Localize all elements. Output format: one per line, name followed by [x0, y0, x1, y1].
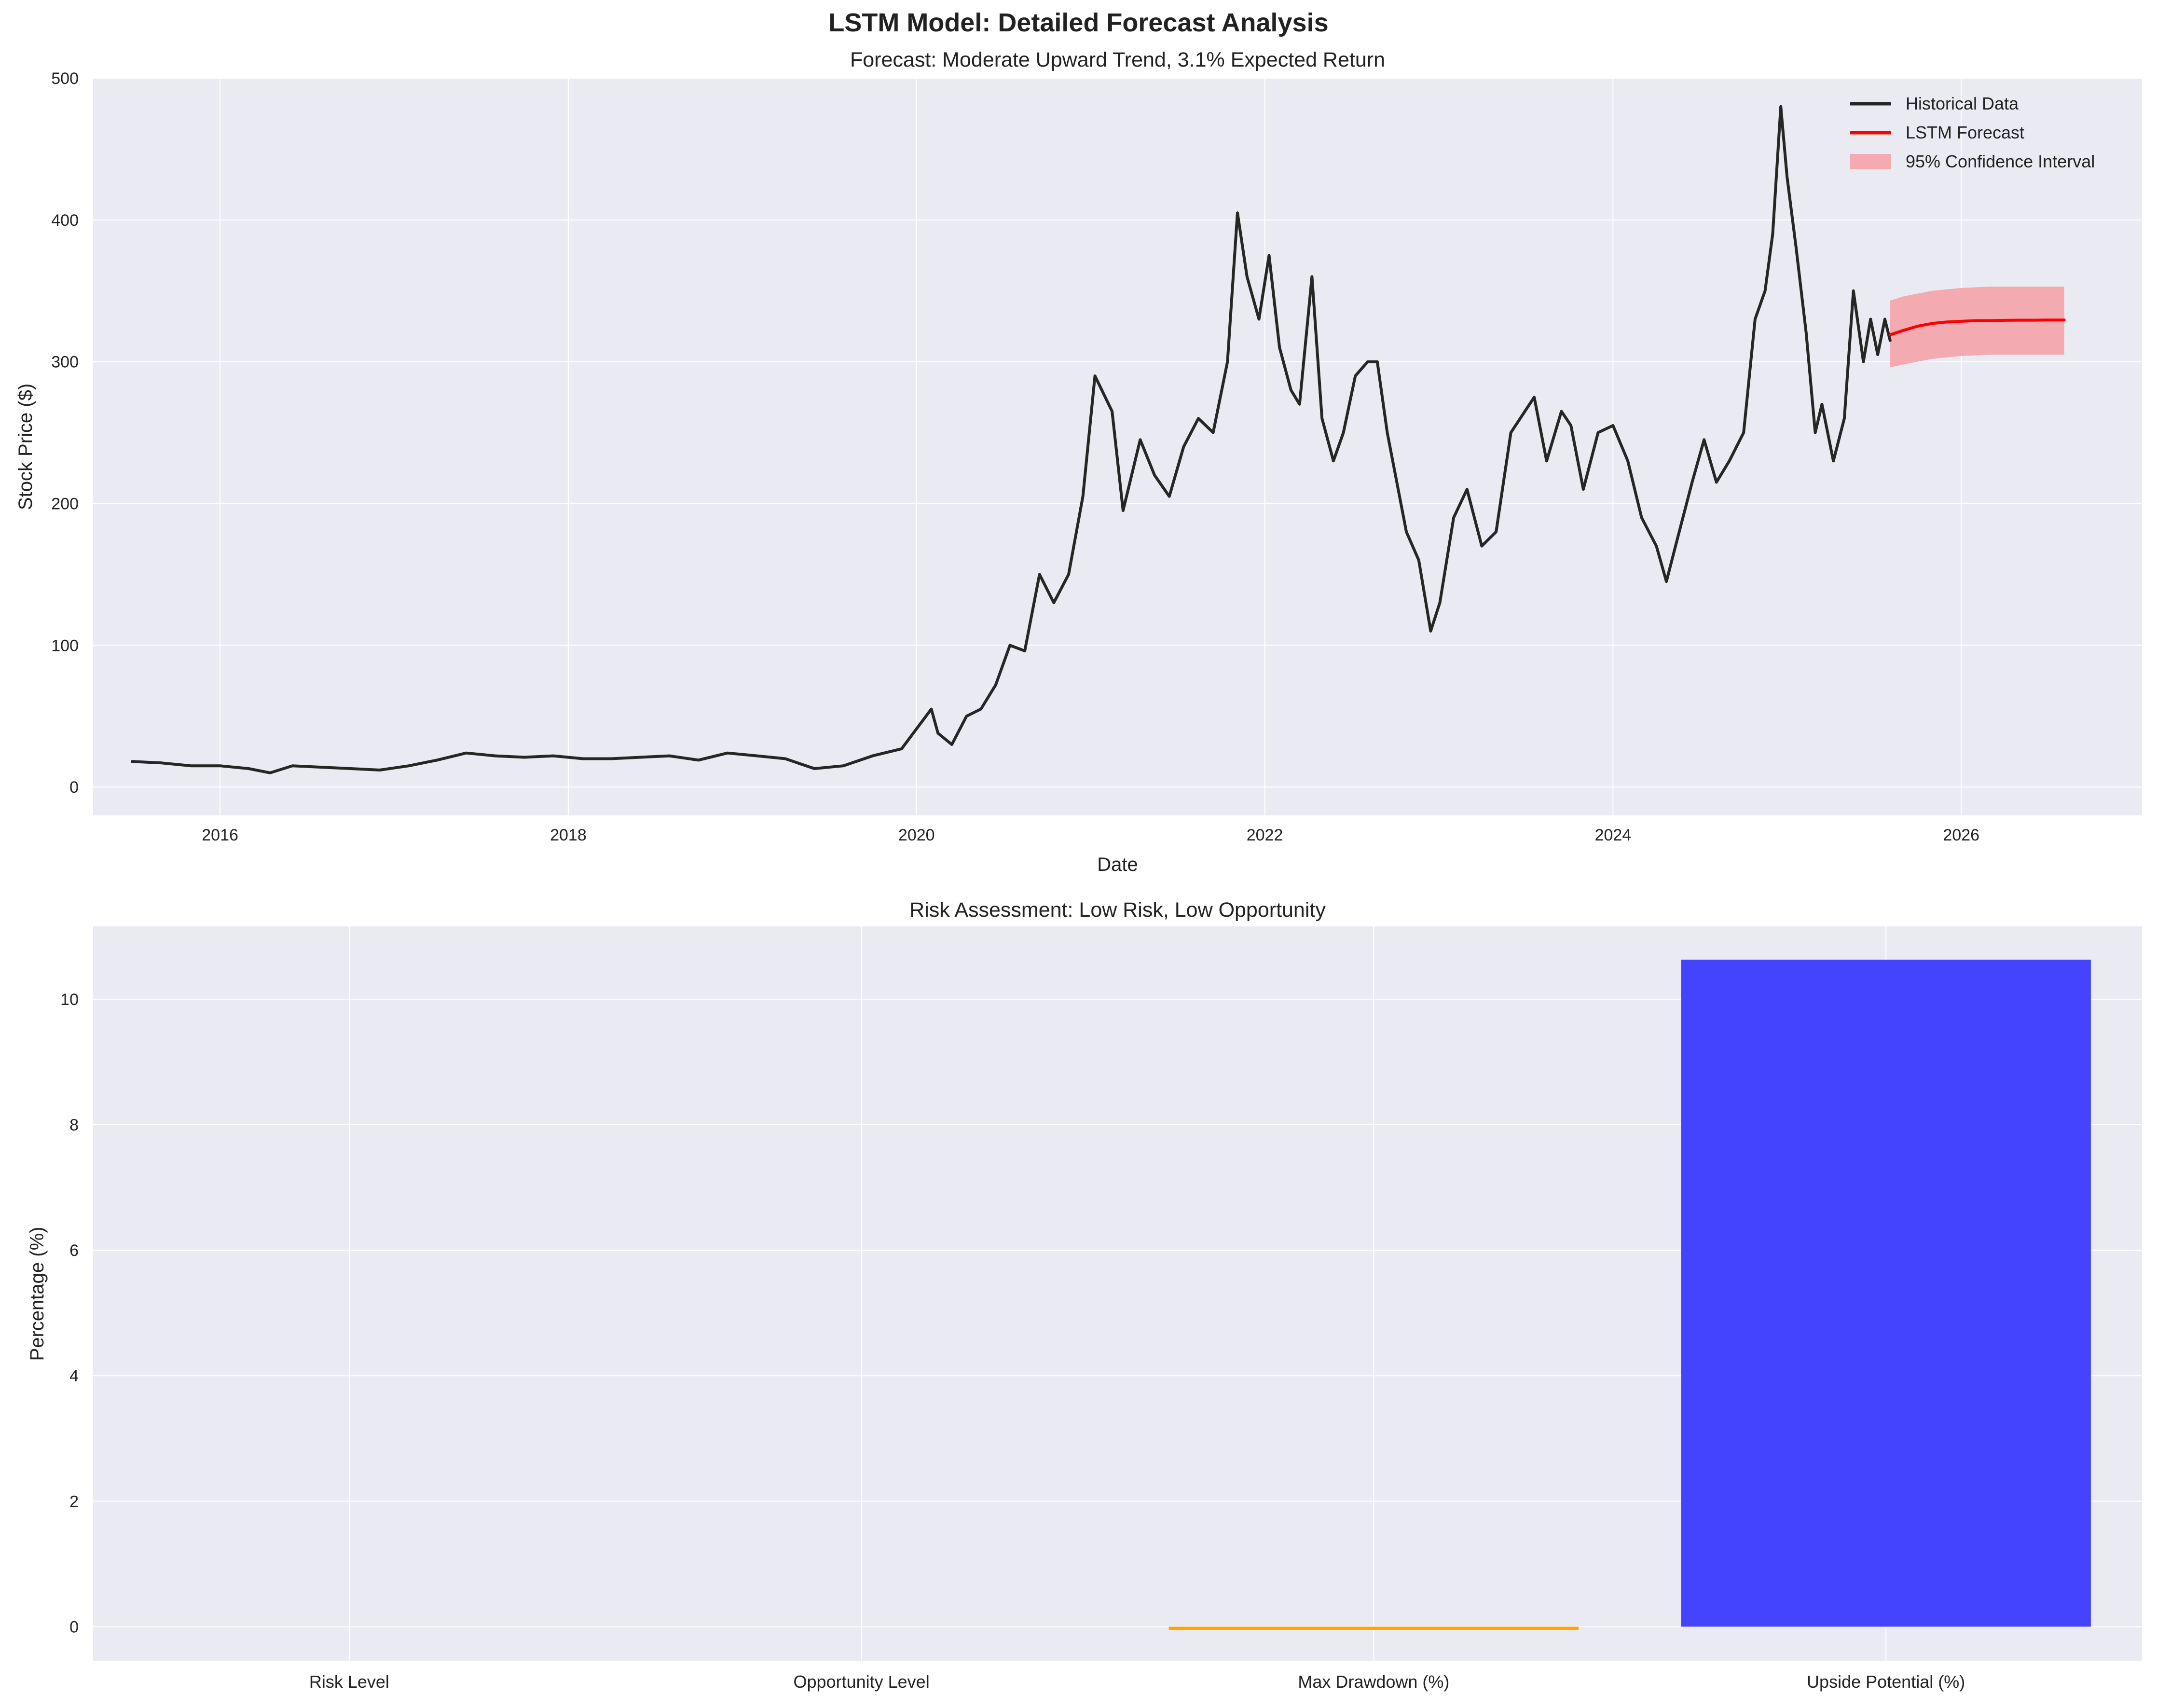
x-tick-label: Risk Level — [309, 1672, 389, 1692]
plot-area — [93, 78, 2142, 815]
y-tick-label: 100 — [51, 636, 79, 655]
y-tick-label: 10 — [60, 991, 79, 1009]
y-tick-label: 4 — [69, 1367, 79, 1385]
legend-label: Historical Data — [1906, 94, 2019, 113]
x-tick-label: 2018 — [550, 826, 587, 844]
lstm-forecast-line — [1888, 318, 2066, 336]
risk-assessment-chart: 0 2 4 6 8 10 Risk Level Opportunity Level Max Dr… — [27, 898, 2142, 1692]
historical-data-line — [131, 105, 1892, 774]
legend-ci-swatch — [1850, 154, 1891, 169]
y-tick-label: 6 — [69, 1241, 79, 1260]
bar-upside-potential — [1681, 959, 2091, 1627]
y-axis-label: Stock Price ($) — [15, 384, 36, 510]
y-tick-label: 0 — [69, 1618, 79, 1636]
risk-chart-title: Risk Assessment: Low Risk, Low Opportuni… — [909, 898, 1326, 922]
figure-title: LSTM Model: Detailed Forecast Analysis — [828, 8, 1329, 37]
y-tick-label: 200 — [51, 495, 79, 513]
x-tick-label: 2016 — [202, 826, 238, 844]
x-tick-label: Opportunity Level — [794, 1672, 930, 1692]
x-tick-label: Max Drawdown (%) — [1298, 1672, 1449, 1692]
y-tick-label: 300 — [51, 353, 79, 372]
legend: Historical Data LSTM Forecast 95% Confiden… — [1850, 94, 2095, 171]
legend-label: LSTM Forecast — [1906, 123, 2024, 142]
legend-label: 95% Confidence Interval — [1906, 152, 2095, 171]
y-tick-label: 400 — [51, 211, 79, 230]
confidence-interval-band — [1890, 287, 2064, 368]
y-tick-label: 2 — [69, 1492, 79, 1511]
x-tick-label: 2024 — [1595, 826, 1632, 844]
forecast-chart-title: Forecast: Moderate Upward Trend, 3.1% Ex… — [850, 48, 1385, 71]
y-tick-label: 8 — [69, 1116, 79, 1134]
x-axis-label: Date — [1097, 854, 1138, 875]
bar-max-drawdown — [1168, 1626, 1579, 1630]
y-tick-label: 0 — [69, 778, 79, 797]
y-axis-label: Percentage (%) — [27, 1227, 48, 1361]
forecast-chart: 2016 2018 2020 2022 2024 2026 0 100 200 300 400 500… — [15, 48, 2142, 875]
y-tick-label: 500 — [51, 69, 79, 88]
x-tick-label: 2022 — [1247, 826, 1283, 844]
x-tick-label: Upside Potential (%) — [1807, 1672, 1965, 1692]
x-tick-label: 2020 — [898, 826, 935, 844]
x-tick-label: 2026 — [1943, 826, 1979, 844]
